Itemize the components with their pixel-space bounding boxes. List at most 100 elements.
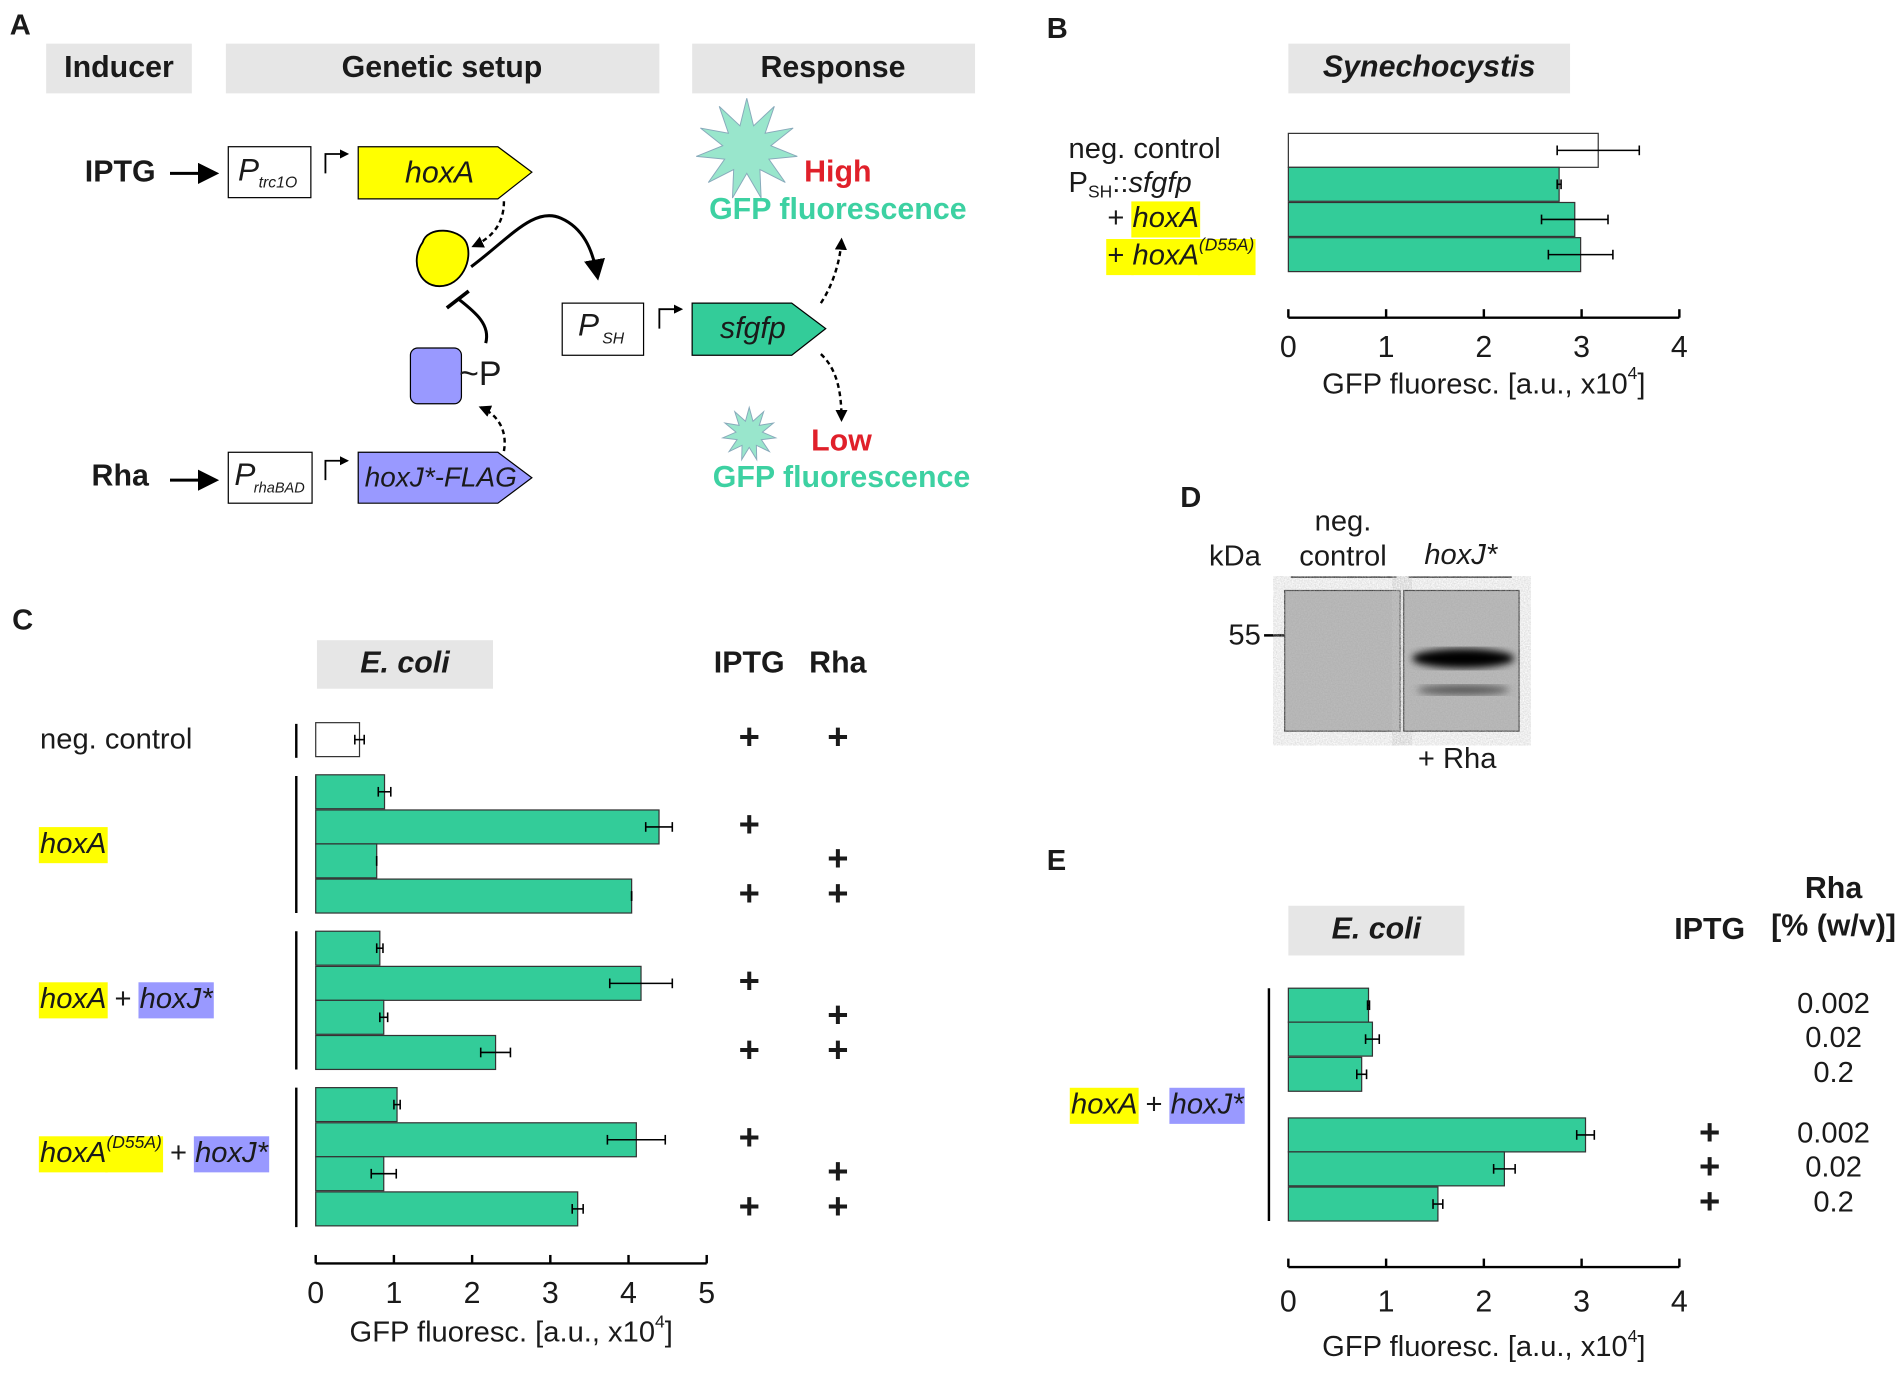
column-value: + xyxy=(827,873,848,914)
column-value: + xyxy=(739,960,760,1001)
highlight xyxy=(1106,239,1134,276)
text-piece: SH xyxy=(1088,182,1112,202)
highlight xyxy=(1131,201,1201,238)
bar xyxy=(315,999,385,1035)
tss-arrow xyxy=(324,456,350,481)
text-piece: hoxA xyxy=(40,983,106,1015)
panel-label: A xyxy=(10,9,31,41)
promoter xyxy=(227,146,312,199)
promoter xyxy=(227,451,313,504)
marker-label: 55 xyxy=(1228,619,1260,651)
column-value: + xyxy=(739,873,760,914)
panel-a: A Inducer Genetic setup Response IPTG Rh… xyxy=(10,9,976,504)
bar xyxy=(315,774,386,810)
highlight xyxy=(38,1136,108,1173)
promoter-sub: rhaBAD xyxy=(254,480,305,496)
text-piece: ] xyxy=(665,1316,673,1348)
text-piece: + xyxy=(1107,202,1132,234)
bar xyxy=(315,1122,637,1158)
gene xyxy=(691,302,827,356)
text-piece: sfgfp xyxy=(1129,167,1192,199)
bar xyxy=(315,1034,497,1071)
bar xyxy=(1287,1056,1363,1092)
bar xyxy=(1287,1021,1374,1057)
dashed-arrow xyxy=(478,405,506,452)
phosphate: ~P xyxy=(459,355,502,393)
dashed-arrow xyxy=(819,237,847,304)
header-box xyxy=(225,43,660,94)
column-value: + xyxy=(739,1116,760,1157)
x-tick-label: 1 xyxy=(1378,1285,1395,1318)
text-piece: + xyxy=(1137,1089,1170,1121)
bar xyxy=(315,809,660,845)
text-piece: hoxA xyxy=(1133,202,1199,234)
text-piece: GFP fluoresc. [a.u., x10 xyxy=(1322,368,1627,400)
inducer: IPTG xyxy=(85,155,156,188)
panel-label: B xyxy=(1047,13,1068,45)
text-piece: neg. control xyxy=(40,724,192,756)
chart-title: E. coli xyxy=(360,646,450,679)
text-piece: 4 xyxy=(1628,363,1638,383)
band xyxy=(1412,648,1515,669)
header: Inducer xyxy=(64,51,174,84)
text-piece: GFP fluoresc. [a.u., x10 xyxy=(350,1316,655,1348)
panel-label: E xyxy=(1047,845,1066,877)
bar xyxy=(1287,1117,1587,1153)
rich-text: neg. control xyxy=(1069,133,1221,165)
lane-label: neg. xyxy=(1315,505,1372,537)
title-box xyxy=(316,640,493,689)
rich-text: GFP fluoresc. [a.u., x10 4] xyxy=(1322,1326,1645,1363)
x-tick-label: 4 xyxy=(620,1277,637,1310)
header: Response xyxy=(760,51,905,84)
text-piece: hoxJ* xyxy=(1171,1089,1246,1121)
panel-d: D kDa neg. control hoxJ* 55 + Rha xyxy=(1180,482,1520,775)
column-value: + xyxy=(739,1029,760,1070)
text-piece: hoxA xyxy=(40,1137,106,1169)
response-level: Low xyxy=(811,425,872,458)
x-tick-label: 2 xyxy=(1475,1285,1492,1318)
rich-text: + hoxA xyxy=(1107,201,1201,238)
unit: kDa xyxy=(1209,540,1262,572)
header-box xyxy=(692,43,976,94)
promoter-label: P xyxy=(234,456,255,492)
bar xyxy=(315,722,361,758)
promoter-sub: trc1O xyxy=(259,174,298,191)
rich-text: GFP fluoresc. [a.u., x10 4] xyxy=(1322,363,1645,400)
bar xyxy=(1287,987,1370,1023)
rich-text: hoxA + hoxJ* xyxy=(38,982,215,1019)
inhibition xyxy=(458,298,489,344)
column-value: + xyxy=(1699,1145,1720,1186)
dashed-arrow xyxy=(820,353,848,422)
bar xyxy=(1287,1151,1505,1187)
gene-label: hoxA xyxy=(405,157,474,190)
gene xyxy=(357,146,533,200)
lane-label: hoxJ* xyxy=(1424,539,1499,571)
column-value: + xyxy=(827,838,848,879)
column-value: 0.2 xyxy=(1813,1187,1853,1219)
column-value: 0.2 xyxy=(1813,1057,1853,1089)
promoter-label: P xyxy=(238,152,259,188)
panel-label: C xyxy=(12,605,33,637)
highlight xyxy=(38,827,108,864)
column-value: + xyxy=(827,1150,848,1191)
text-piece: 4 xyxy=(655,1311,665,1331)
column-value: + xyxy=(827,994,848,1035)
x-tick-label: 4 xyxy=(1671,331,1688,364)
promoter-sub: SH xyxy=(602,331,625,348)
rich-text: hoxA + hoxJ* xyxy=(1069,1087,1246,1124)
column-value: 0.02 xyxy=(1805,1152,1862,1184)
column-header: [% (w/v)] xyxy=(1771,910,1896,943)
chart-title: E. coli xyxy=(1332,913,1422,946)
text-piece: (D55A) xyxy=(1199,235,1254,255)
x-tick-label: 3 xyxy=(1573,331,1590,364)
highlight xyxy=(1131,239,1201,276)
text-piece: GFP fluoresc. [a.u., x10 xyxy=(1322,1331,1627,1363)
inhibition-bar xyxy=(445,289,470,310)
x-tick-label: 3 xyxy=(542,1277,559,1310)
highlight xyxy=(38,982,108,1019)
text-piece: :: xyxy=(1112,167,1128,199)
x-tick-label: 1 xyxy=(385,1277,402,1310)
text-piece: hoxJ* xyxy=(140,983,215,1015)
rich-text: P SH:: sfgfp xyxy=(1069,167,1192,202)
